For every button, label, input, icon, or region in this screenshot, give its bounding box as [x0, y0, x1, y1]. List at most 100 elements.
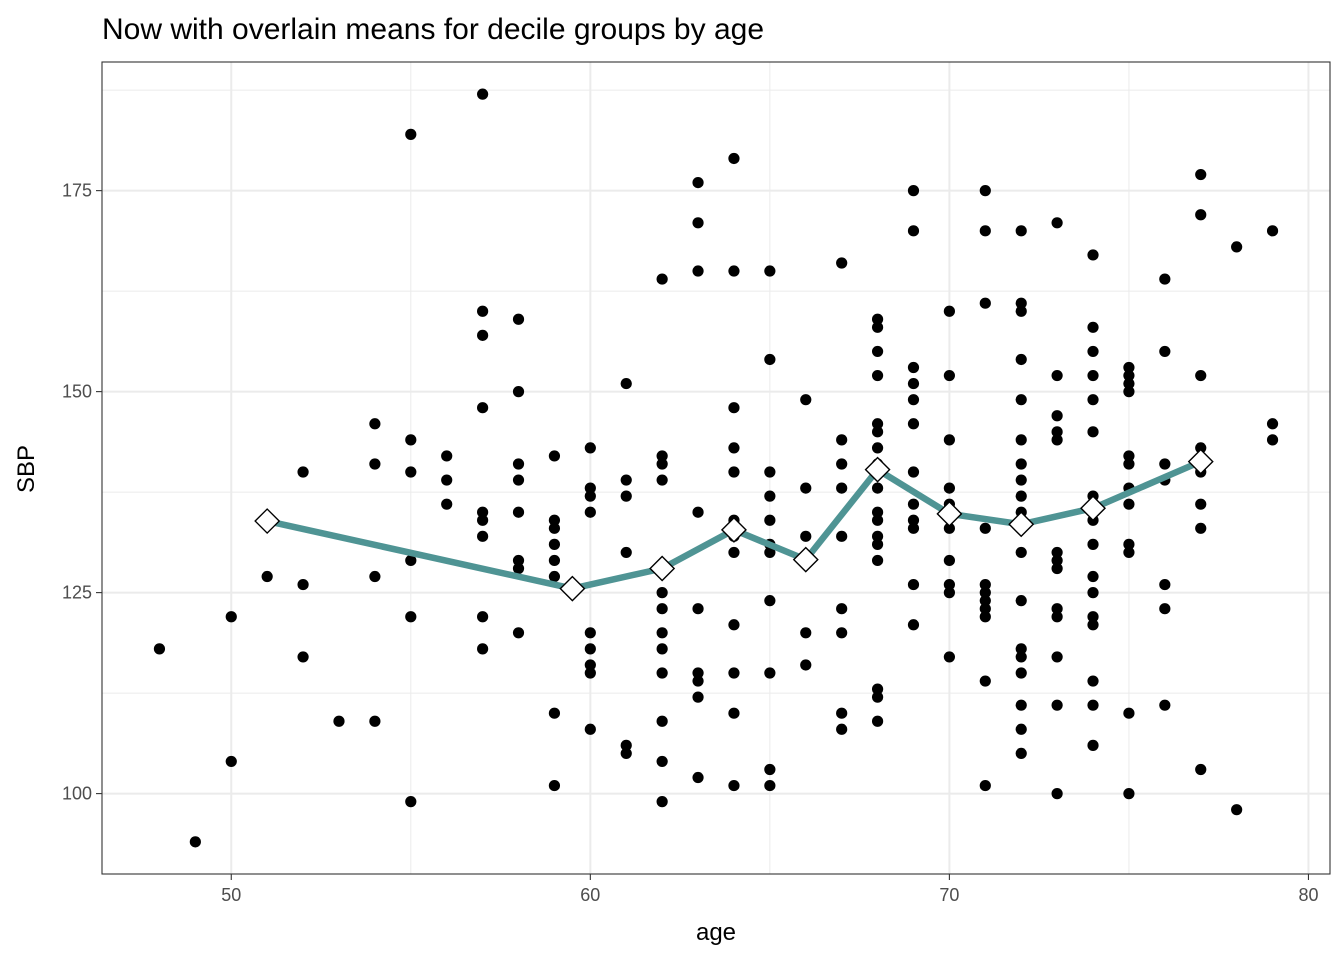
data-point [836, 707, 848, 719]
data-point [1087, 426, 1099, 438]
mean-marker [1008, 511, 1035, 538]
data-point [441, 498, 453, 510]
data-point [943, 578, 955, 591]
data-point [1159, 603, 1171, 615]
data-point [907, 619, 920, 631]
data-point [1087, 538, 1099, 550]
data-point [477, 88, 489, 100]
x-axis-title: age [696, 919, 736, 946]
data-point [584, 482, 596, 494]
data-point [1195, 168, 1207, 181]
data-point [656, 458, 668, 470]
grid [102, 62, 1330, 874]
data-point [692, 217, 704, 229]
data-point [979, 587, 991, 599]
data-point [225, 755, 237, 768]
data-point [656, 587, 668, 599]
data-point [1231, 241, 1243, 253]
data-point [728, 707, 740, 719]
data-point [1015, 723, 1027, 735]
data-point [584, 723, 596, 735]
data-point [836, 257, 848, 269]
data-point [979, 779, 991, 792]
data-point [1015, 474, 1027, 486]
data-point [1015, 699, 1027, 711]
data-point [800, 482, 812, 494]
data-point [1015, 490, 1027, 502]
data-point [656, 273, 668, 285]
data-point [1087, 611, 1099, 623]
data-point [943, 522, 955, 534]
data-point [548, 514, 561, 526]
data-point [1159, 578, 1171, 591]
data-point [548, 522, 561, 534]
data-point [871, 482, 884, 494]
data-point [907, 466, 920, 478]
x-tick-label: 70 [939, 885, 959, 905]
data-point [836, 530, 848, 542]
data-point [512, 506, 525, 518]
decile-means [254, 448, 1214, 602]
data-point [692, 667, 704, 679]
data-point [1266, 225, 1279, 237]
data-point [584, 627, 596, 639]
data-point [907, 522, 920, 534]
data-point [477, 643, 489, 655]
data-point [405, 466, 417, 478]
data-point [477, 305, 489, 317]
data-point [1123, 707, 1135, 719]
data-point [1015, 747, 1027, 760]
data-point [871, 442, 884, 454]
data-point [620, 546, 632, 559]
data-point [1195, 498, 1207, 510]
data-point [1123, 546, 1135, 559]
data-point [1159, 458, 1171, 470]
data-point [512, 386, 525, 398]
data-point [369, 570, 381, 583]
data-point [979, 603, 991, 615]
y-tick-label: 125 [62, 583, 92, 603]
data-point [1087, 345, 1099, 358]
data-point [620, 747, 632, 760]
data-point [1123, 369, 1135, 382]
plot-panel [101, 61, 1331, 875]
data-point [405, 554, 417, 567]
data-point [1123, 788, 1135, 800]
data-point [764, 466, 776, 478]
data-point [548, 570, 561, 583]
data-point [1123, 458, 1135, 470]
data-point [871, 426, 884, 438]
data-point [1051, 603, 1063, 615]
data-point [728, 265, 740, 277]
data-point [871, 345, 884, 358]
data-point [692, 176, 704, 189]
data-point [477, 402, 489, 414]
data-point [1123, 386, 1135, 398]
data-point [692, 603, 704, 615]
data-point [620, 377, 632, 390]
mean-marker [936, 500, 963, 527]
data-point [656, 643, 668, 655]
data-point [1015, 651, 1027, 663]
data-point [225, 611, 237, 623]
data-point [728, 402, 740, 414]
data-point [871, 514, 884, 526]
data-point [1087, 675, 1099, 687]
data-point [728, 442, 740, 454]
data-point [512, 313, 525, 325]
data-point [979, 522, 991, 534]
mean-marker [864, 456, 891, 483]
data-point [871, 530, 884, 542]
data-point [871, 369, 884, 382]
data-point [979, 675, 991, 687]
data-point [1051, 562, 1063, 575]
data-point [620, 490, 632, 502]
data-point [907, 418, 920, 430]
data-point [907, 514, 920, 526]
data-point [979, 297, 991, 309]
data-point [943, 482, 955, 494]
data-point [764, 265, 776, 277]
data-point [907, 578, 920, 591]
data-point [1015, 305, 1027, 317]
data-point [871, 506, 884, 518]
